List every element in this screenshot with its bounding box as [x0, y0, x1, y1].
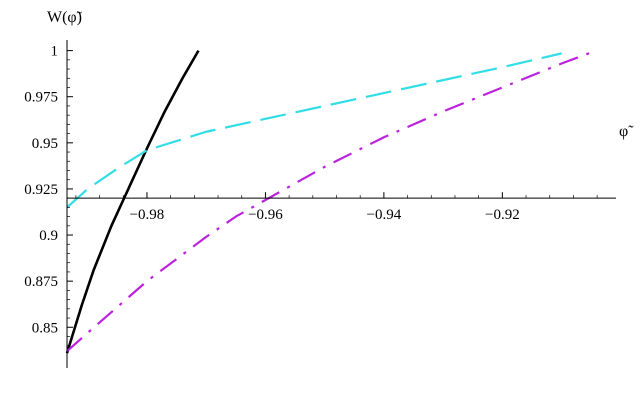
series-line-1 — [67, 51, 198, 353]
y-tick-label: 0.975 — [24, 90, 58, 106]
y-tick-label: 0.875 — [24, 274, 58, 290]
series-layer — [67, 51, 591, 353]
x-tick-label: −0.98 — [130, 207, 165, 223]
series-line-2 — [67, 53, 562, 207]
y-tick-label: 0.95 — [32, 136, 58, 152]
y-tick-label: 0.925 — [24, 182, 58, 198]
x-tick-label: −0.94 — [367, 207, 402, 223]
axes-layer — [67, 40, 616, 368]
x-tick-label: −0.92 — [485, 207, 520, 223]
series-line-3 — [67, 52, 591, 351]
y-tick-label: 0.9 — [39, 228, 58, 244]
ticks-layer: −0.98 −0.96 −0.94 −0.92 0.85 0.875 0.9 0.925 0.9… — [24, 44, 519, 337]
y-tick-label: 1 — [51, 44, 59, 60]
x-axis-label: φ̃ — [619, 123, 634, 140]
x-tick-label: −0.96 — [248, 207, 283, 223]
y-tick-label: 0.85 — [32, 320, 58, 336]
y-axis-label: W(φ̃) — [47, 9, 83, 26]
